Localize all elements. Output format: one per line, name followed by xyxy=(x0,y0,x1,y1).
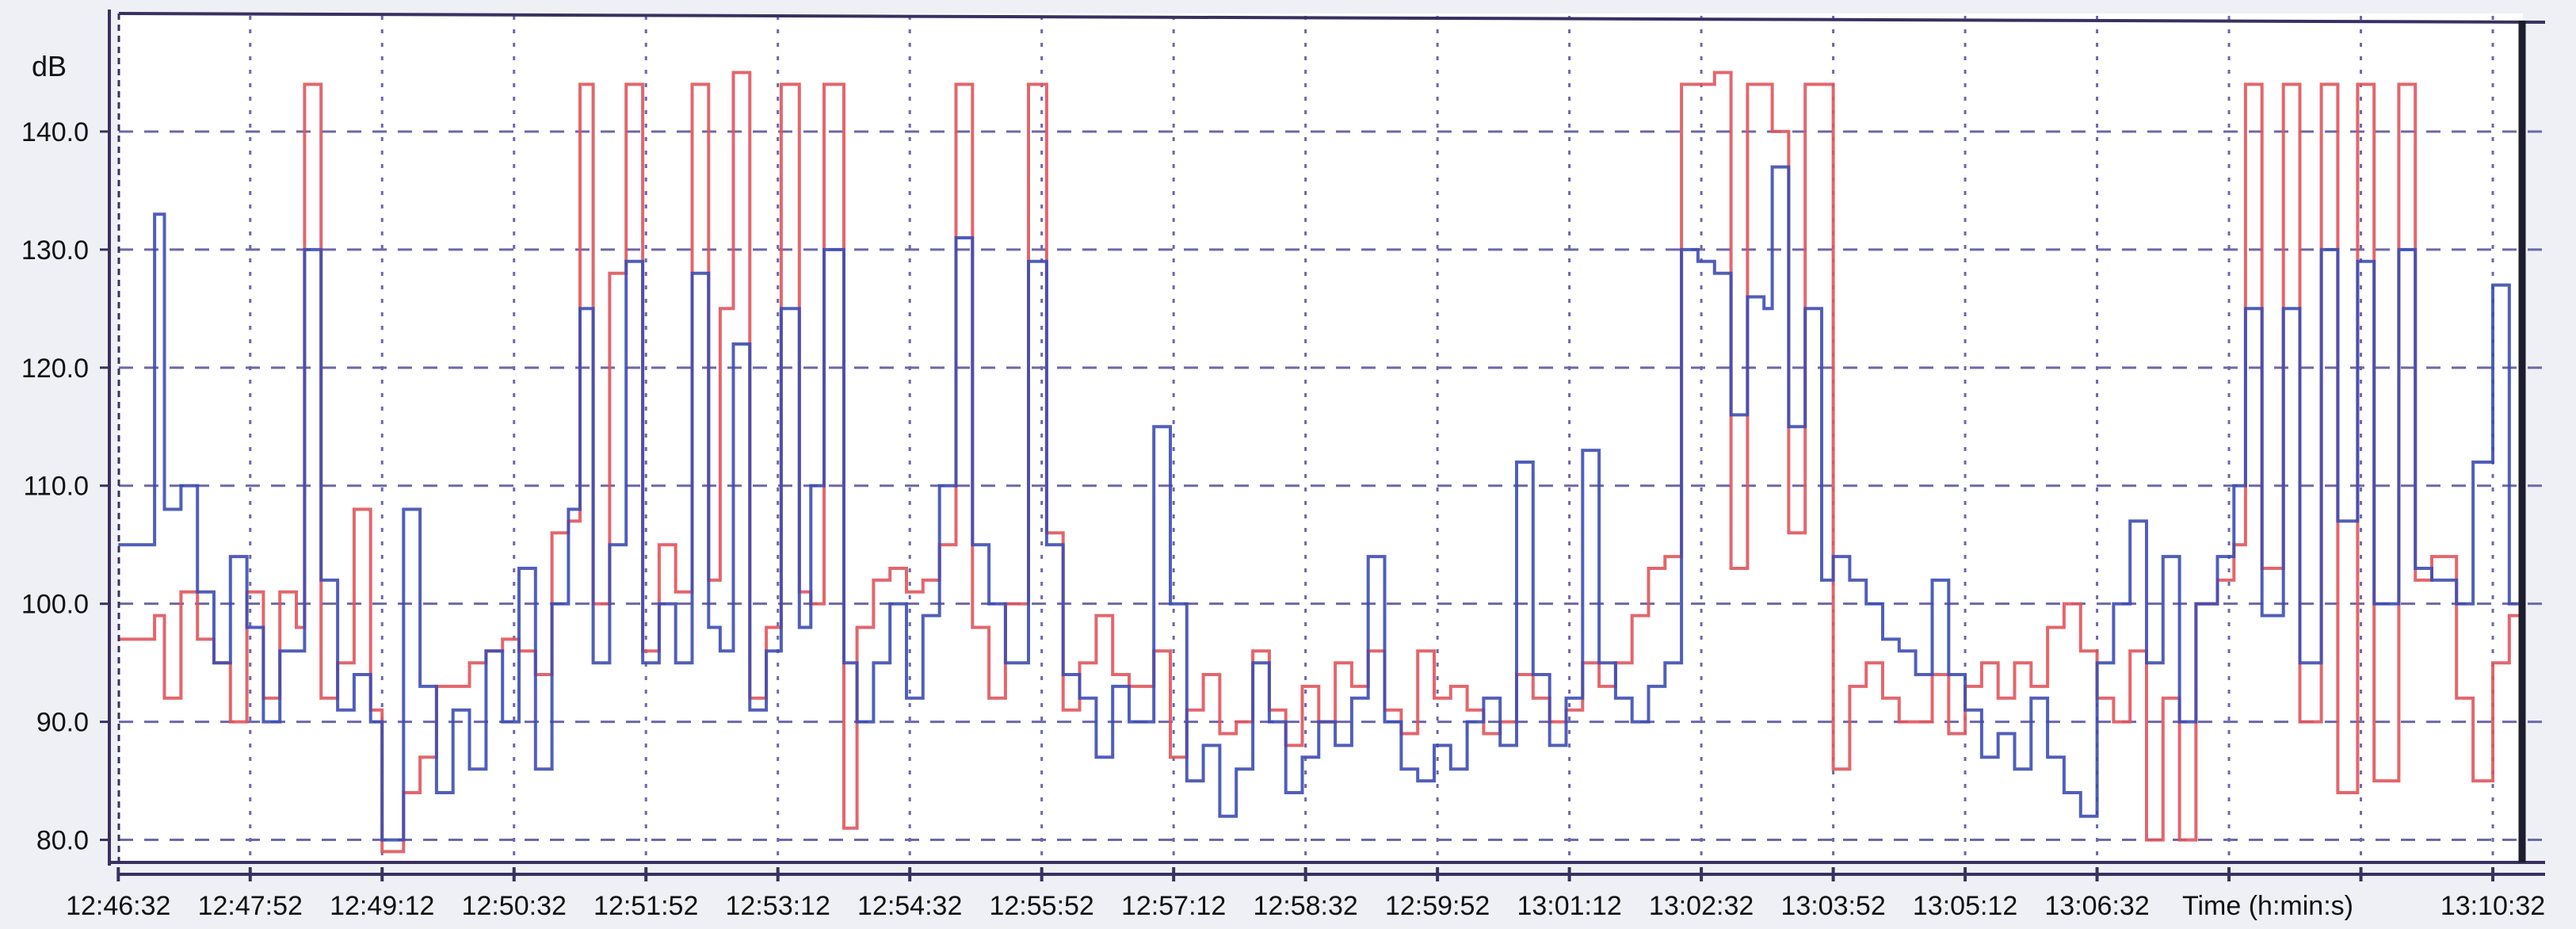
y-tick-label: 100.0 xyxy=(21,590,89,620)
y-tick-label: 120.0 xyxy=(21,354,89,384)
x-tick-label: 12:54:32 xyxy=(857,891,962,921)
y-tick-label: 80.0 xyxy=(36,826,89,856)
x-tick-label: 13:02:32 xyxy=(1649,891,1754,921)
x-tick-label: 12:58:32 xyxy=(1253,891,1357,921)
y-tick-label: 110.0 xyxy=(23,472,89,502)
x-tick-label: 12:57:12 xyxy=(1121,891,1226,921)
x-tick-label: 12:46:32 xyxy=(66,891,170,921)
x-tick-label: 13:03:52 xyxy=(1780,891,1885,921)
x-tick-label: 12:55:52 xyxy=(989,891,1093,921)
y-tick-label: 140.0 xyxy=(21,117,89,147)
x-tick-label: 12:50:32 xyxy=(462,891,567,921)
series-line-blue xyxy=(118,165,2524,842)
y-tick-labels: 80.0 90.0 100.0 110.0 120.0 130.0 140.0 xyxy=(21,117,89,856)
y-tick-label: 90.0 xyxy=(36,708,89,738)
x-tick-label: 12:59:52 xyxy=(1385,891,1490,921)
x-tick-label: 13:01:12 xyxy=(1517,891,1621,921)
x-tick-labels: 12:46:32 12:47:52 12:49:12 12:50:32 12:51:52… xyxy=(66,891,2545,921)
plot-top-border xyxy=(118,12,2546,24)
x-tick-label: 12:49:12 xyxy=(330,891,434,921)
series-line-red xyxy=(118,71,2524,854)
axes xyxy=(108,10,2546,876)
x-tick-label: 13:10:32 xyxy=(2441,891,2545,921)
x-tick-label: 12:47:52 xyxy=(198,891,303,921)
x-tick-label: 12:51:52 xyxy=(593,891,698,921)
x-tick-label: 12:53:12 xyxy=(726,891,830,921)
x-axis-label: Time (h:min:s) xyxy=(2182,891,2353,921)
series-lines xyxy=(118,71,2524,854)
y-tick-label: 130.0 xyxy=(21,235,89,266)
x-tick-label: 13:06:32 xyxy=(2044,891,2149,921)
x-tick-label: 13:05:12 xyxy=(1913,891,2017,921)
y-axis-label: dB xyxy=(32,50,67,82)
